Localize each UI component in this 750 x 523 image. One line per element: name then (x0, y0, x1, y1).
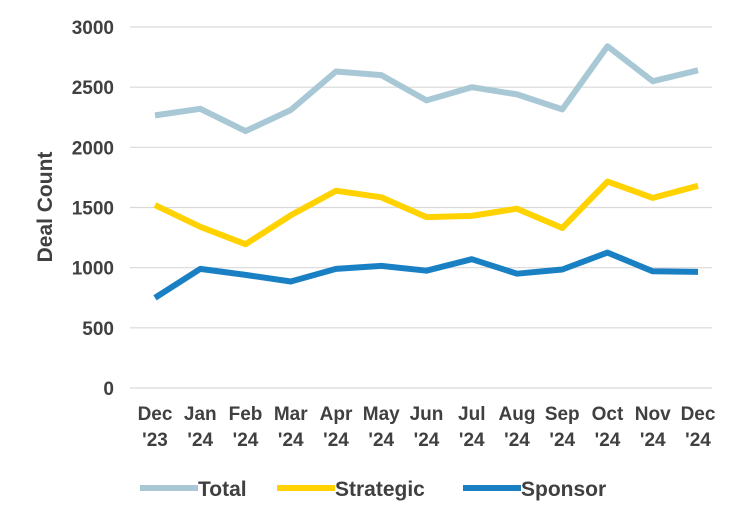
legend-item-strategic: Strategic (277, 478, 425, 501)
x-tick-year: '24 (233, 430, 259, 451)
legend-item-sponsor: Sponsor (463, 478, 606, 501)
x-tick-year: '24 (323, 430, 349, 451)
series-lines (153, 43, 699, 301)
x-tick-label: Jun '24 (410, 404, 444, 451)
x-tick-year: '24 (640, 430, 666, 451)
x-tick-year: '24 (549, 430, 575, 451)
x-tick-label: Feb '24 (229, 404, 263, 451)
x-tick-month: Jul (458, 404, 485, 425)
y-tick-label: 2000 (72, 138, 114, 159)
y-tick-label: 500 (82, 319, 114, 340)
series-line-sponsor (153, 249, 699, 301)
x-tick-label: Nov '24 (635, 404, 671, 451)
x-tick-year: '24 (368, 430, 394, 451)
x-tick-label: Apr '24 (320, 404, 353, 451)
x-tick-month: May (363, 404, 400, 425)
x-tick-month: Apr (320, 404, 353, 425)
gridlines (130, 26, 712, 389)
y-tick-label: 2500 (72, 78, 114, 99)
legend-label: Strategic (335, 478, 425, 501)
x-tick-label: Aug '24 (499, 404, 536, 451)
y-tick-label: 0 (103, 379, 114, 400)
x-tick-month: Aug (499, 404, 536, 425)
legend: Total Strategic Sponsor (140, 478, 606, 501)
x-tick-year: '23 (142, 430, 168, 451)
series-line-strategic (153, 178, 699, 248)
x-tick-label: Oct '24 (592, 404, 624, 451)
x-tick-month: Jan (184, 404, 217, 425)
x-tick-year: '24 (414, 430, 440, 451)
y-tick-label: 3000 (72, 18, 114, 39)
y-tick-label: 1000 (72, 259, 114, 280)
x-tick-label: Dec '23 (138, 404, 173, 451)
x-tick-month: Sep (545, 404, 580, 425)
y-axis-ticks: 0 500 1000 1500 2000 2500 3000 (72, 18, 114, 400)
x-tick-month: Feb (229, 404, 263, 425)
y-tick-label: 1500 (72, 199, 114, 220)
legend-label: Total (198, 478, 247, 501)
x-tick-label: Dec '24 (681, 404, 716, 451)
x-tick-month: Oct (592, 404, 624, 425)
x-tick-month: Jun (410, 404, 444, 425)
x-tick-month: Mar (274, 404, 308, 425)
x-tick-label: Jul '24 (458, 404, 485, 451)
x-axis-ticks: Dec '23 Jan '24 Feb '24 Mar '24 Apr '24 May '24 Jun '… (138, 404, 716, 451)
legend-item-total: Total (140, 478, 247, 501)
y-axis-label: Deal Count (34, 152, 57, 263)
x-tick-month: Dec (681, 404, 716, 425)
x-tick-year: '24 (459, 430, 485, 451)
series-line-total (154, 43, 699, 135)
x-tick-year: '24 (187, 430, 213, 451)
x-tick-label: Jan '24 (184, 404, 217, 451)
x-tick-year: '24 (278, 430, 304, 451)
x-tick-year: '24 (504, 430, 530, 451)
x-tick-month: Dec (138, 404, 173, 425)
x-tick-month: Nov (635, 404, 671, 425)
x-tick-label: Mar '24 (274, 404, 308, 451)
x-tick-label: May '24 (363, 404, 400, 451)
x-tick-year: '24 (685, 430, 711, 451)
legend-label: Sponsor (521, 478, 606, 501)
x-tick-label: Sep '24 (545, 404, 580, 451)
x-tick-year: '24 (595, 430, 621, 451)
